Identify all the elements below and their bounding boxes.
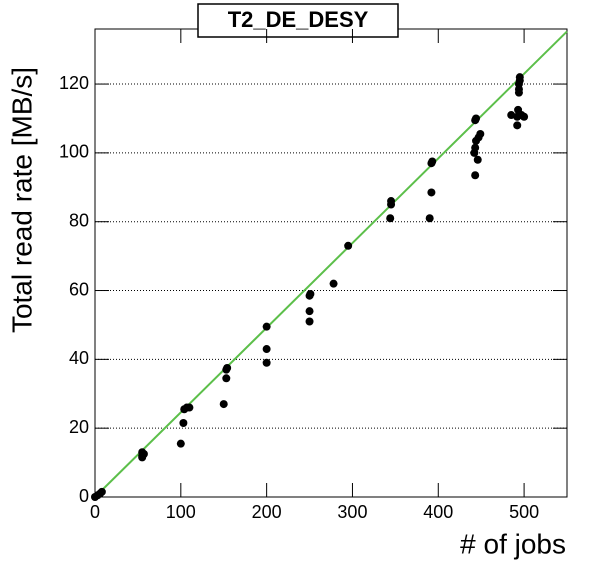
y-tick-label: 20	[69, 417, 89, 437]
data-point	[425, 214, 434, 223]
data-point	[97, 487, 106, 496]
data-point	[513, 121, 522, 130]
x-tick-label: 0	[90, 502, 100, 522]
data-point	[473, 155, 482, 164]
data-point	[515, 73, 524, 82]
data-point	[386, 214, 395, 223]
data-point	[262, 358, 271, 367]
data-point	[520, 112, 529, 121]
data-point	[138, 453, 147, 462]
y-tick-label: 40	[69, 348, 89, 368]
y-tick-label: 80	[69, 210, 89, 230]
data-point	[223, 363, 232, 372]
data-point	[262, 322, 271, 331]
x-tick-label: 200	[252, 502, 282, 522]
data-point	[471, 171, 480, 180]
y-tick-label: 60	[69, 279, 89, 299]
x-tick-label: 400	[423, 502, 453, 522]
data-point	[176, 439, 185, 448]
data-point	[179, 419, 188, 428]
data-point	[428, 157, 437, 166]
data-point	[476, 129, 485, 138]
data-point	[387, 197, 396, 206]
fit-line	[94, 30, 568, 498]
data-point	[344, 241, 353, 250]
x-tick-label: 500	[509, 502, 539, 522]
title-box	[197, 3, 399, 38]
data-point	[427, 188, 436, 197]
data-point	[305, 307, 314, 316]
data-point	[185, 403, 194, 412]
data-point	[305, 317, 314, 326]
y-tick-label: 0	[79, 486, 89, 506]
chart-title: T2_DE_DESY	[228, 7, 369, 32]
x-tick-label: 100	[166, 502, 196, 522]
y-axis-label: Total read rate [MB/s]	[6, 67, 37, 333]
data-point	[219, 400, 228, 409]
data-point	[471, 143, 480, 152]
data-point	[262, 345, 271, 354]
data-point	[222, 374, 231, 383]
data-point	[329, 279, 338, 288]
x-tick-label: 300	[337, 502, 367, 522]
data-point	[306, 289, 315, 298]
y-tick-label: 120	[59, 73, 89, 93]
data-point	[472, 114, 481, 123]
x-axis-label: # of jobs	[460, 528, 566, 559]
data-point	[507, 111, 516, 120]
y-tick-label: 100	[59, 142, 89, 162]
